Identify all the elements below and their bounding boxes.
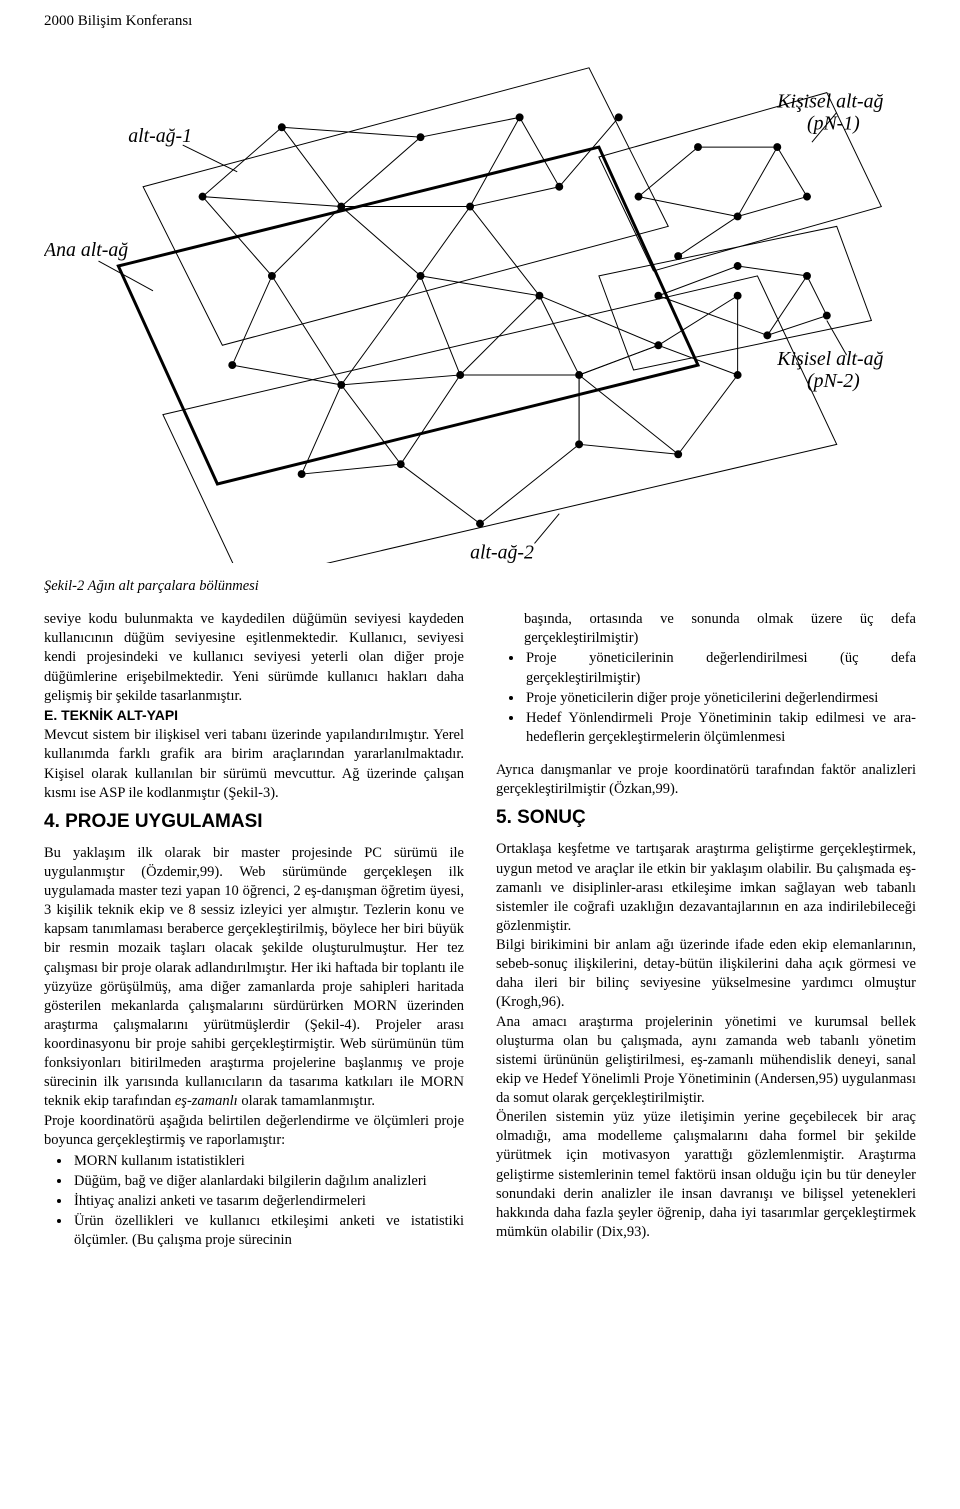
section-5-p3: Ana amacı araştırma projelerinin yönetim… [496,1013,916,1109]
right-p-after: Ayrıca danışmanlar ve proje koordinatörü… [496,761,916,799]
section-4-p1: Bu yaklaşım ilk olarak bir master projes… [44,844,464,1112]
list-item: Proje yöneticilerin diğer proje yönetici… [524,689,916,708]
s4-p1-a: Bu yaklaşım ilk olarak bir master projes… [44,845,464,1110]
left-column: seviye kodu bulunmakta ve kaydedilen düğ… [44,610,464,1264]
section-5-p4: Önerilen sistemin yüz yüze iletişimin ye… [496,1108,916,1242]
section-5-p1: Ortaklaşa keşfetme ve tartışarak araştır… [496,840,916,936]
label-ana-alt-ag: Ana alt-ağ [44,239,128,261]
right-bullets: Proje yöneticilerinin değerlendirilmesi … [496,649,916,747]
figure-2-diagram: alt-ağ-1 Ana alt-ağ Kişisel alt-ağ (pN-1… [44,48,916,563]
network-diagram-svg: alt-ağ-1 Ana alt-ağ Kişisel alt-ağ (pN-1… [44,48,916,563]
right-lead-continuation: başında, ortasında ve sonunda olmak üzer… [496,610,916,648]
list-item: İhtiyaç analizi anketi ve tasarım değerl… [72,1192,464,1211]
list-item: Düğüm, bağ ve diğer alanlardaki bilgiler… [72,1172,464,1191]
list-item: Hedef Yönlendirmeli Proje Yönetiminin ta… [524,709,916,747]
section-4-bullets: MORN kullanım istatistikleri Düğüm, bağ … [44,1152,464,1251]
label-kisisel-2b: (pN-2) [807,370,860,392]
label-alt-ag-2: alt-ağ-2 [470,541,534,563]
section-5-title: 5. SONUÇ [496,805,916,830]
label-kisisel-2: Kişisel alt-ağ [776,348,883,370]
figure-2-caption: Şekil-2 Ağın alt parçalara bölünmesi [44,577,916,596]
list-item: Ürün özellikleri ve kullanıcı etkileşimi… [72,1212,464,1250]
section-e-body: Mevcut sistem bir ilişkisel veri tabanı … [44,726,464,803]
section-4-p2: Proje koordinatörü aşağıda belirtilen de… [44,1112,464,1150]
list-item: Proje yöneticilerinin değerlendirilmesi … [524,649,916,687]
s4-p1-c: olarak tamamlanmıştır. [238,1093,375,1109]
list-item: MORN kullanım istatistikleri [72,1152,464,1171]
section-5-p2: Bilgi birikimini bir anlam ağı üzerinde … [496,936,916,1013]
left-p1: seviye kodu bulunmakta ve kaydedilen düğ… [44,610,464,706]
section-4-title: 4. PROJE UYGULAMASI [44,809,464,834]
s4-p1-italic: eş-zamanlı [175,1093,238,1109]
page-header: 2000 Bilişim Konferansı [44,12,916,32]
section-e-head: E. TEKNİK ALT-YAPI [44,706,464,724]
two-column-body: seviye kodu bulunmakta ve kaydedilen düğ… [44,610,916,1264]
label-kisisel-1b: (pN-1) [807,112,860,134]
label-alt-ag-1: alt-ağ-1 [128,125,192,147]
label-kisisel-1: Kişisel alt-ağ [776,90,883,112]
right-column: başında, ortasında ve sonunda olmak üzer… [496,610,916,1264]
